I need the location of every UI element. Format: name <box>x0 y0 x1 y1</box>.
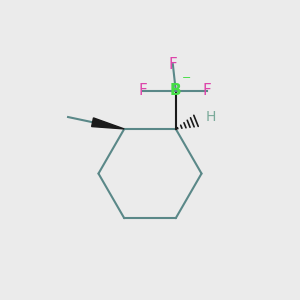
Text: F: F <box>139 83 148 98</box>
Text: F: F <box>202 83 211 98</box>
Text: −: − <box>182 73 192 83</box>
Polygon shape <box>92 118 124 129</box>
Text: B: B <box>170 83 182 98</box>
Text: H: H <box>205 110 216 124</box>
Text: F: F <box>168 57 177 72</box>
